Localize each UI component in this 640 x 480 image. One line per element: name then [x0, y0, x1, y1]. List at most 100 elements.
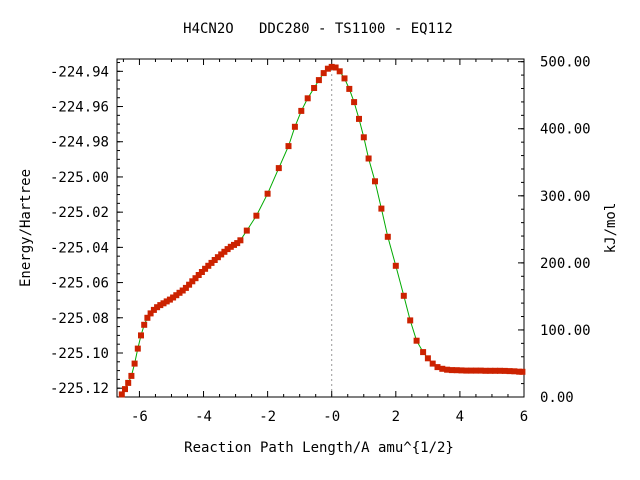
data-point: [298, 107, 305, 114]
data-point: [400, 292, 407, 299]
x-tick-label: -0: [323, 409, 340, 425]
data-point: [472, 367, 479, 374]
data-point: [141, 321, 148, 328]
data-point: [150, 306, 157, 313]
data-point: [336, 68, 343, 75]
data-point: [176, 289, 183, 296]
y2-axis-label: kJ/mol: [603, 203, 619, 254]
data-point: [118, 391, 125, 398]
data-point: [413, 337, 420, 344]
data-point: [453, 367, 460, 374]
data-point: [384, 233, 391, 240]
data-point: [434, 364, 441, 371]
y-tick-label: -224.98: [50, 135, 109, 151]
x-tick-label: -4: [195, 409, 212, 425]
data-point: [356, 115, 362, 122]
data-point: [237, 237, 244, 244]
data-point: [202, 265, 209, 272]
data-point: [122, 386, 128, 393]
x-tick-label: -2: [259, 409, 276, 425]
data-point: [227, 243, 234, 250]
energy-points: [118, 63, 526, 398]
data-point: [192, 275, 199, 282]
data-point: [221, 248, 228, 255]
y-tick-label: -225.00: [50, 170, 109, 186]
data-point: [144, 314, 151, 321]
data-point: [157, 302, 164, 309]
chart-title: H4CN2O DDC280 - TS1100 - EQ112: [183, 21, 453, 37]
data-point: [186, 281, 193, 288]
data-point: [516, 368, 523, 375]
y2-tick-label: 0.00: [540, 390, 574, 406]
data-point: [208, 259, 215, 266]
data-point: [147, 310, 154, 317]
data-point: [501, 367, 508, 374]
data-point: [439, 365, 446, 372]
y2-tick-label: 500.00: [540, 55, 591, 71]
data-point: [519, 368, 526, 375]
data-point: [311, 85, 318, 91]
data-point: [243, 227, 250, 234]
data-point: [253, 212, 260, 219]
data-point: [463, 367, 470, 374]
data-point: [198, 269, 205, 275]
data-point: [163, 298, 170, 305]
y-tick-label: -225.08: [50, 311, 109, 327]
x-axis-label: Reaction Path Length/A amu^{1/2}: [184, 440, 454, 456]
data-point: [138, 332, 144, 339]
y2-tick-label: 300.00: [540, 189, 591, 205]
energy-curve: [121, 66, 523, 395]
data-point: [477, 367, 484, 374]
data-point: [134, 345, 141, 352]
y-tick-label: -225.04: [50, 240, 109, 256]
data-point: [315, 77, 322, 84]
y-tick-label: -224.96: [50, 100, 109, 116]
data-point: [458, 367, 465, 374]
y-tick-label: -225.12: [50, 381, 109, 397]
data-point: [341, 75, 348, 82]
data-point: [275, 165, 282, 172]
data-point: [234, 240, 241, 247]
data-point: [131, 360, 138, 367]
y2-tick-label: 400.00: [540, 122, 591, 138]
data-point: [320, 70, 327, 77]
data-point: [365, 155, 372, 162]
y-tick-label: -225.02: [50, 205, 109, 221]
data-point: [324, 65, 331, 72]
data-point: [351, 99, 358, 106]
x-tick-label: 6: [520, 409, 528, 425]
data-point: [166, 296, 173, 303]
data-point: [372, 178, 378, 185]
x-tick-label: -6: [131, 409, 148, 425]
data-point: [424, 355, 431, 362]
data-point: [444, 366, 451, 373]
data-point: [214, 254, 221, 261]
data-point: [420, 349, 427, 356]
data-point: [218, 251, 225, 258]
data-point: [407, 317, 414, 324]
data-point: [170, 294, 177, 301]
data-point: [128, 372, 135, 379]
data-point: [429, 360, 436, 367]
data-point: [360, 134, 367, 141]
data-point: [224, 246, 231, 253]
y-tick-label: -225.06: [50, 276, 109, 292]
data-point: [328, 63, 335, 70]
y2-tick-label: 200.00: [540, 256, 591, 272]
y-axis-right: 0.00 100.00 200.00 300.00 400.00 500.00: [518, 55, 591, 406]
data-point: [182, 284, 189, 291]
data-point: [392, 262, 399, 269]
data-point: [179, 287, 186, 294]
y2-tick-label: 100.00: [540, 323, 591, 339]
data-point: [492, 367, 499, 374]
data-point: [378, 205, 385, 212]
x-tick-label: 4: [456, 409, 464, 425]
y-axis-left: -224.94 -224.96 -224.98 -225.00 -225.02 -225.…: [50, 62, 123, 398]
y-axis-label: Energy/Hartree: [18, 169, 34, 287]
x-axis: -6 -4 -2 -0 2 4 6: [122, 59, 528, 425]
y-tick-label: -225.10: [50, 346, 109, 362]
data-point: [160, 300, 167, 307]
data-point: [291, 123, 298, 130]
x-tick-label: 2: [392, 409, 400, 425]
